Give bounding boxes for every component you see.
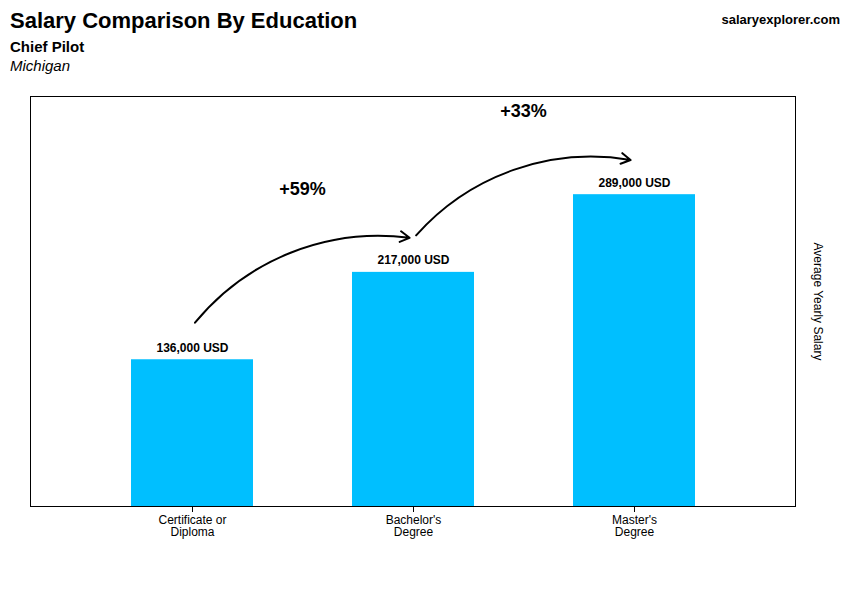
html-text:Michigan: Michigan: [10, 57, 70, 74]
svg-text:Average Yearly Salary: Average Yearly Salary: [811, 243, 825, 361]
svg-text:+33%: +33%: [500, 101, 547, 121]
svg-text:Certificate orDiploma: Certificate orDiploma: [158, 513, 226, 539]
svg-text:136,000 USD: 136,000 USD: [156, 341, 228, 355]
html-text:Salary Comparison By Education: Salary Comparison By Education: [10, 8, 358, 33]
svg-text:217,000 USD: 217,000 USD: [377, 253, 449, 267]
svg-text:Master'sDegree: Master'sDegree: [612, 513, 657, 539]
html-text:Chief Pilot: Chief Pilot: [10, 38, 85, 55]
html-text:salaryexplorer.com: salaryexplorer.com: [721, 12, 840, 27]
svg-text:289,000 USD: 289,000 USD: [598, 176, 670, 190]
svg-text:+59%: +59%: [279, 179, 326, 199]
svg-text:Bachelor'sDegree: Bachelor'sDegree: [386, 513, 442, 539]
